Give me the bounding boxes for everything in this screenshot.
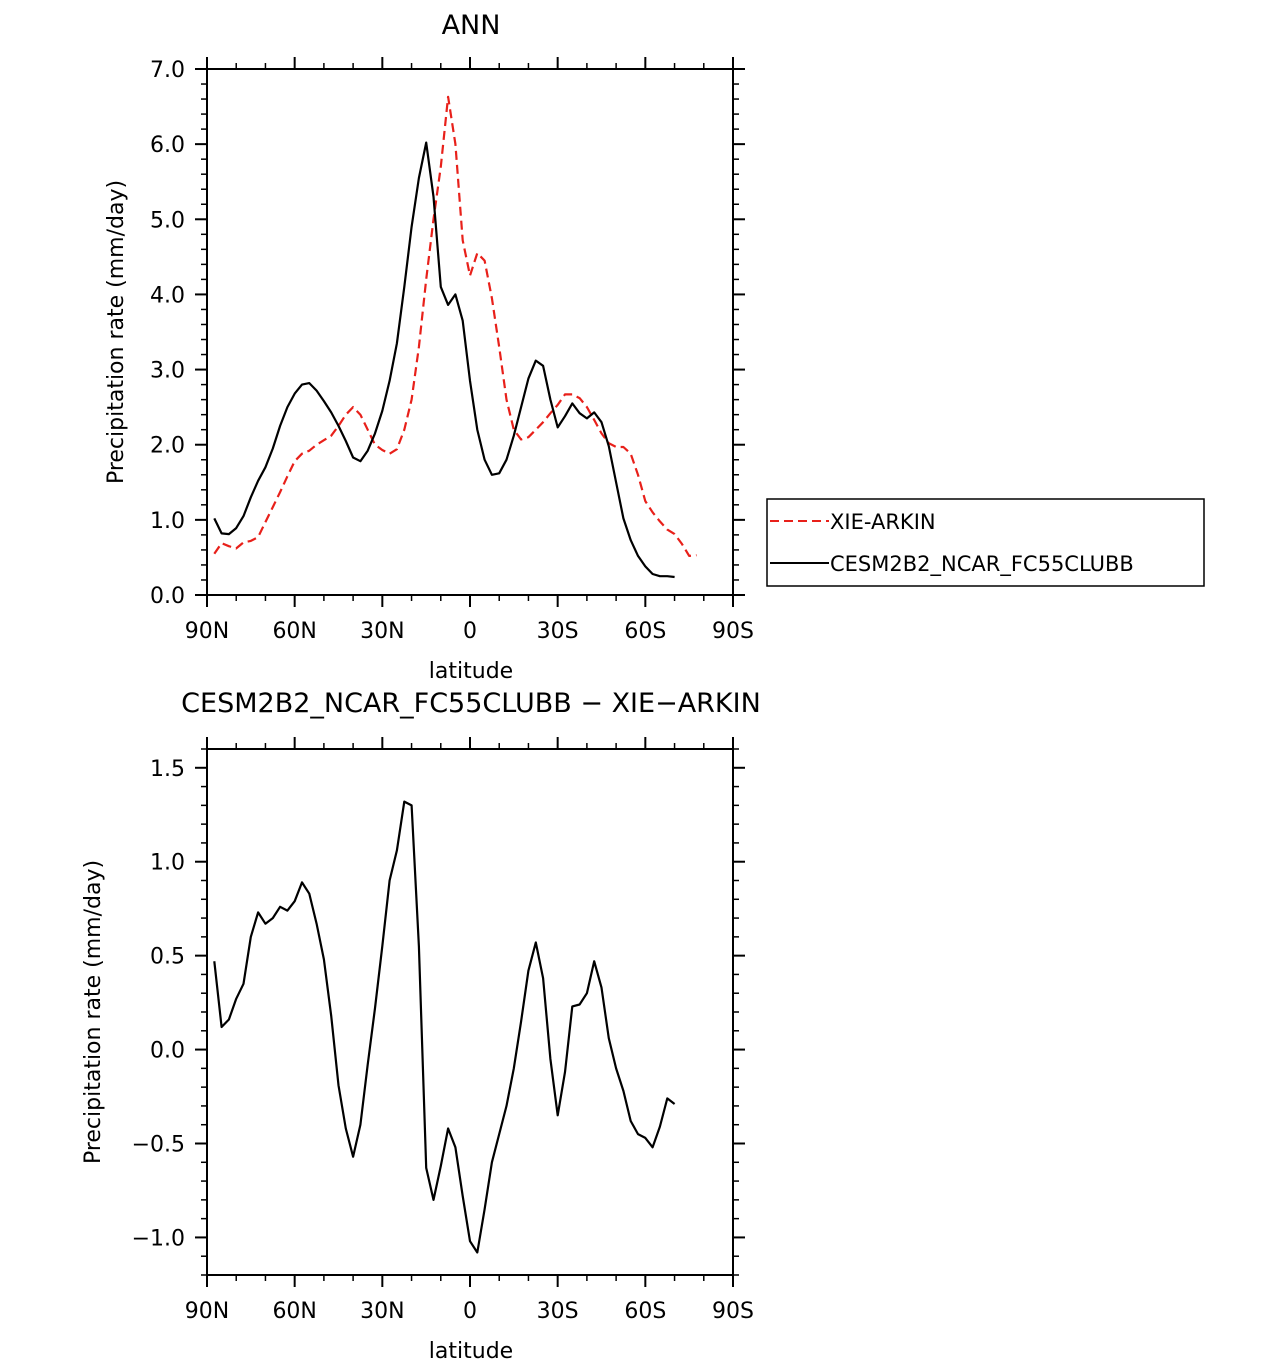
top-xtick-label-5: 60S: [624, 619, 666, 644]
top-xtick-label-1: 60N: [272, 619, 316, 644]
bottom-ytick-label-5: 1.5: [150, 757, 185, 782]
bottom-y-axis-label: Precipitation rate (mm/day): [81, 860, 106, 1164]
top-series-lines: [213, 95, 697, 579]
top-plot-frame: [206, 68, 734, 596]
bottom-xtick-label-4: 30S: [537, 1299, 579, 1324]
bottom-ytick-label-4: 1.0: [150, 851, 185, 876]
top-ytick-label-3: 3.0: [150, 359, 185, 384]
bottom-plot-frame: [206, 748, 734, 1276]
top-xtick-label-4: 30S: [537, 619, 579, 644]
top-chart-title: ANN: [442, 10, 501, 41]
legend-label-cesm2b2: CESM2B2_NCAR_FC55CLUBB: [830, 552, 1134, 577]
bottom-series-line-difference: [213, 800, 676, 1254]
top-ytick-label-0: 0.0: [150, 584, 185, 609]
bottom-xtick-label-6: 90S: [712, 1299, 754, 1324]
top-y-axis-label: Precipitation rate (mm/day): [104, 180, 129, 484]
top-ytick-label-7: 7.0: [150, 58, 185, 83]
top-tick-labels: 90N 60N 30N 0 30S 60S 90S 0.0 1.0 2.0 3.0 4.0 5.0 6.0…: [150, 58, 754, 644]
legend: XIE-ARKIN CESM2B2_NCAR_FC55CLUBB: [766, 498, 1205, 587]
bottom-ytick-label-0: −1.0: [132, 1226, 185, 1251]
top-xtick-label-3: 0: [463, 619, 477, 644]
bottom-ytick-label-2: 0.0: [150, 1039, 185, 1064]
top-x-axis-label: latitude: [429, 659, 513, 684]
legend-label-xie-arkin: XIE-ARKIN: [830, 510, 936, 534]
top-series-line-cesm2b2-ncar-fc55clubb: [213, 141, 675, 579]
bottom-xtick-label-2: 30N: [360, 1299, 404, 1324]
top-xtick-label-0: 90N: [185, 619, 229, 644]
bottom-x-axis-label: latitude: [429, 1339, 513, 1364]
legend-box: [766, 498, 1205, 587]
bottom-xtick-label-0: 90N: [185, 1299, 229, 1324]
top-ytick-label-1: 1.0: [150, 509, 185, 534]
bottom-series-lines: [213, 800, 676, 1254]
top-xtick-label-2: 30N: [360, 619, 404, 644]
top-ytick-label-2: 2.0: [150, 434, 185, 459]
bottom-ytick-label-1: −0.5: [132, 1133, 185, 1158]
top-series-line-xie-arkin: [213, 95, 697, 558]
bottom-axis-ticks: [195, 737, 745, 1287]
bottom-ytick-label-3: 0.5: [150, 945, 185, 970]
bottom-tick-labels: 90N 60N 30N 0 30S 60S 90S −1.0 −0.5 0.0 0.5 1.0 1.5: [132, 757, 754, 1324]
bottom-xtick-label-1: 60N: [272, 1299, 316, 1324]
top-ytick-label-6: 6.0: [150, 133, 185, 158]
top-ytick-label-5: 5.0: [150, 208, 185, 233]
bottom-xtick-label-5: 60S: [624, 1299, 666, 1324]
top-xtick-label-6: 90S: [712, 619, 754, 644]
bottom-xtick-label-3: 0: [463, 1299, 477, 1324]
top-ytick-label-4: 4.0: [150, 283, 185, 308]
bottom-chart-title: CESM2B2_NCAR_FC55CLUBB − XIE−ARKIN: [181, 688, 761, 719]
bottom-panel: CESM2B2_NCAR_FC55CLUBB − XIE−ARKIN 90N 60…: [81, 688, 761, 1364]
top-panel: ANN 90N 60N 30N 0 30S 60S 90S 0.0 1.0 2.0 3.0 4.0 5.…: [104, 10, 754, 684]
